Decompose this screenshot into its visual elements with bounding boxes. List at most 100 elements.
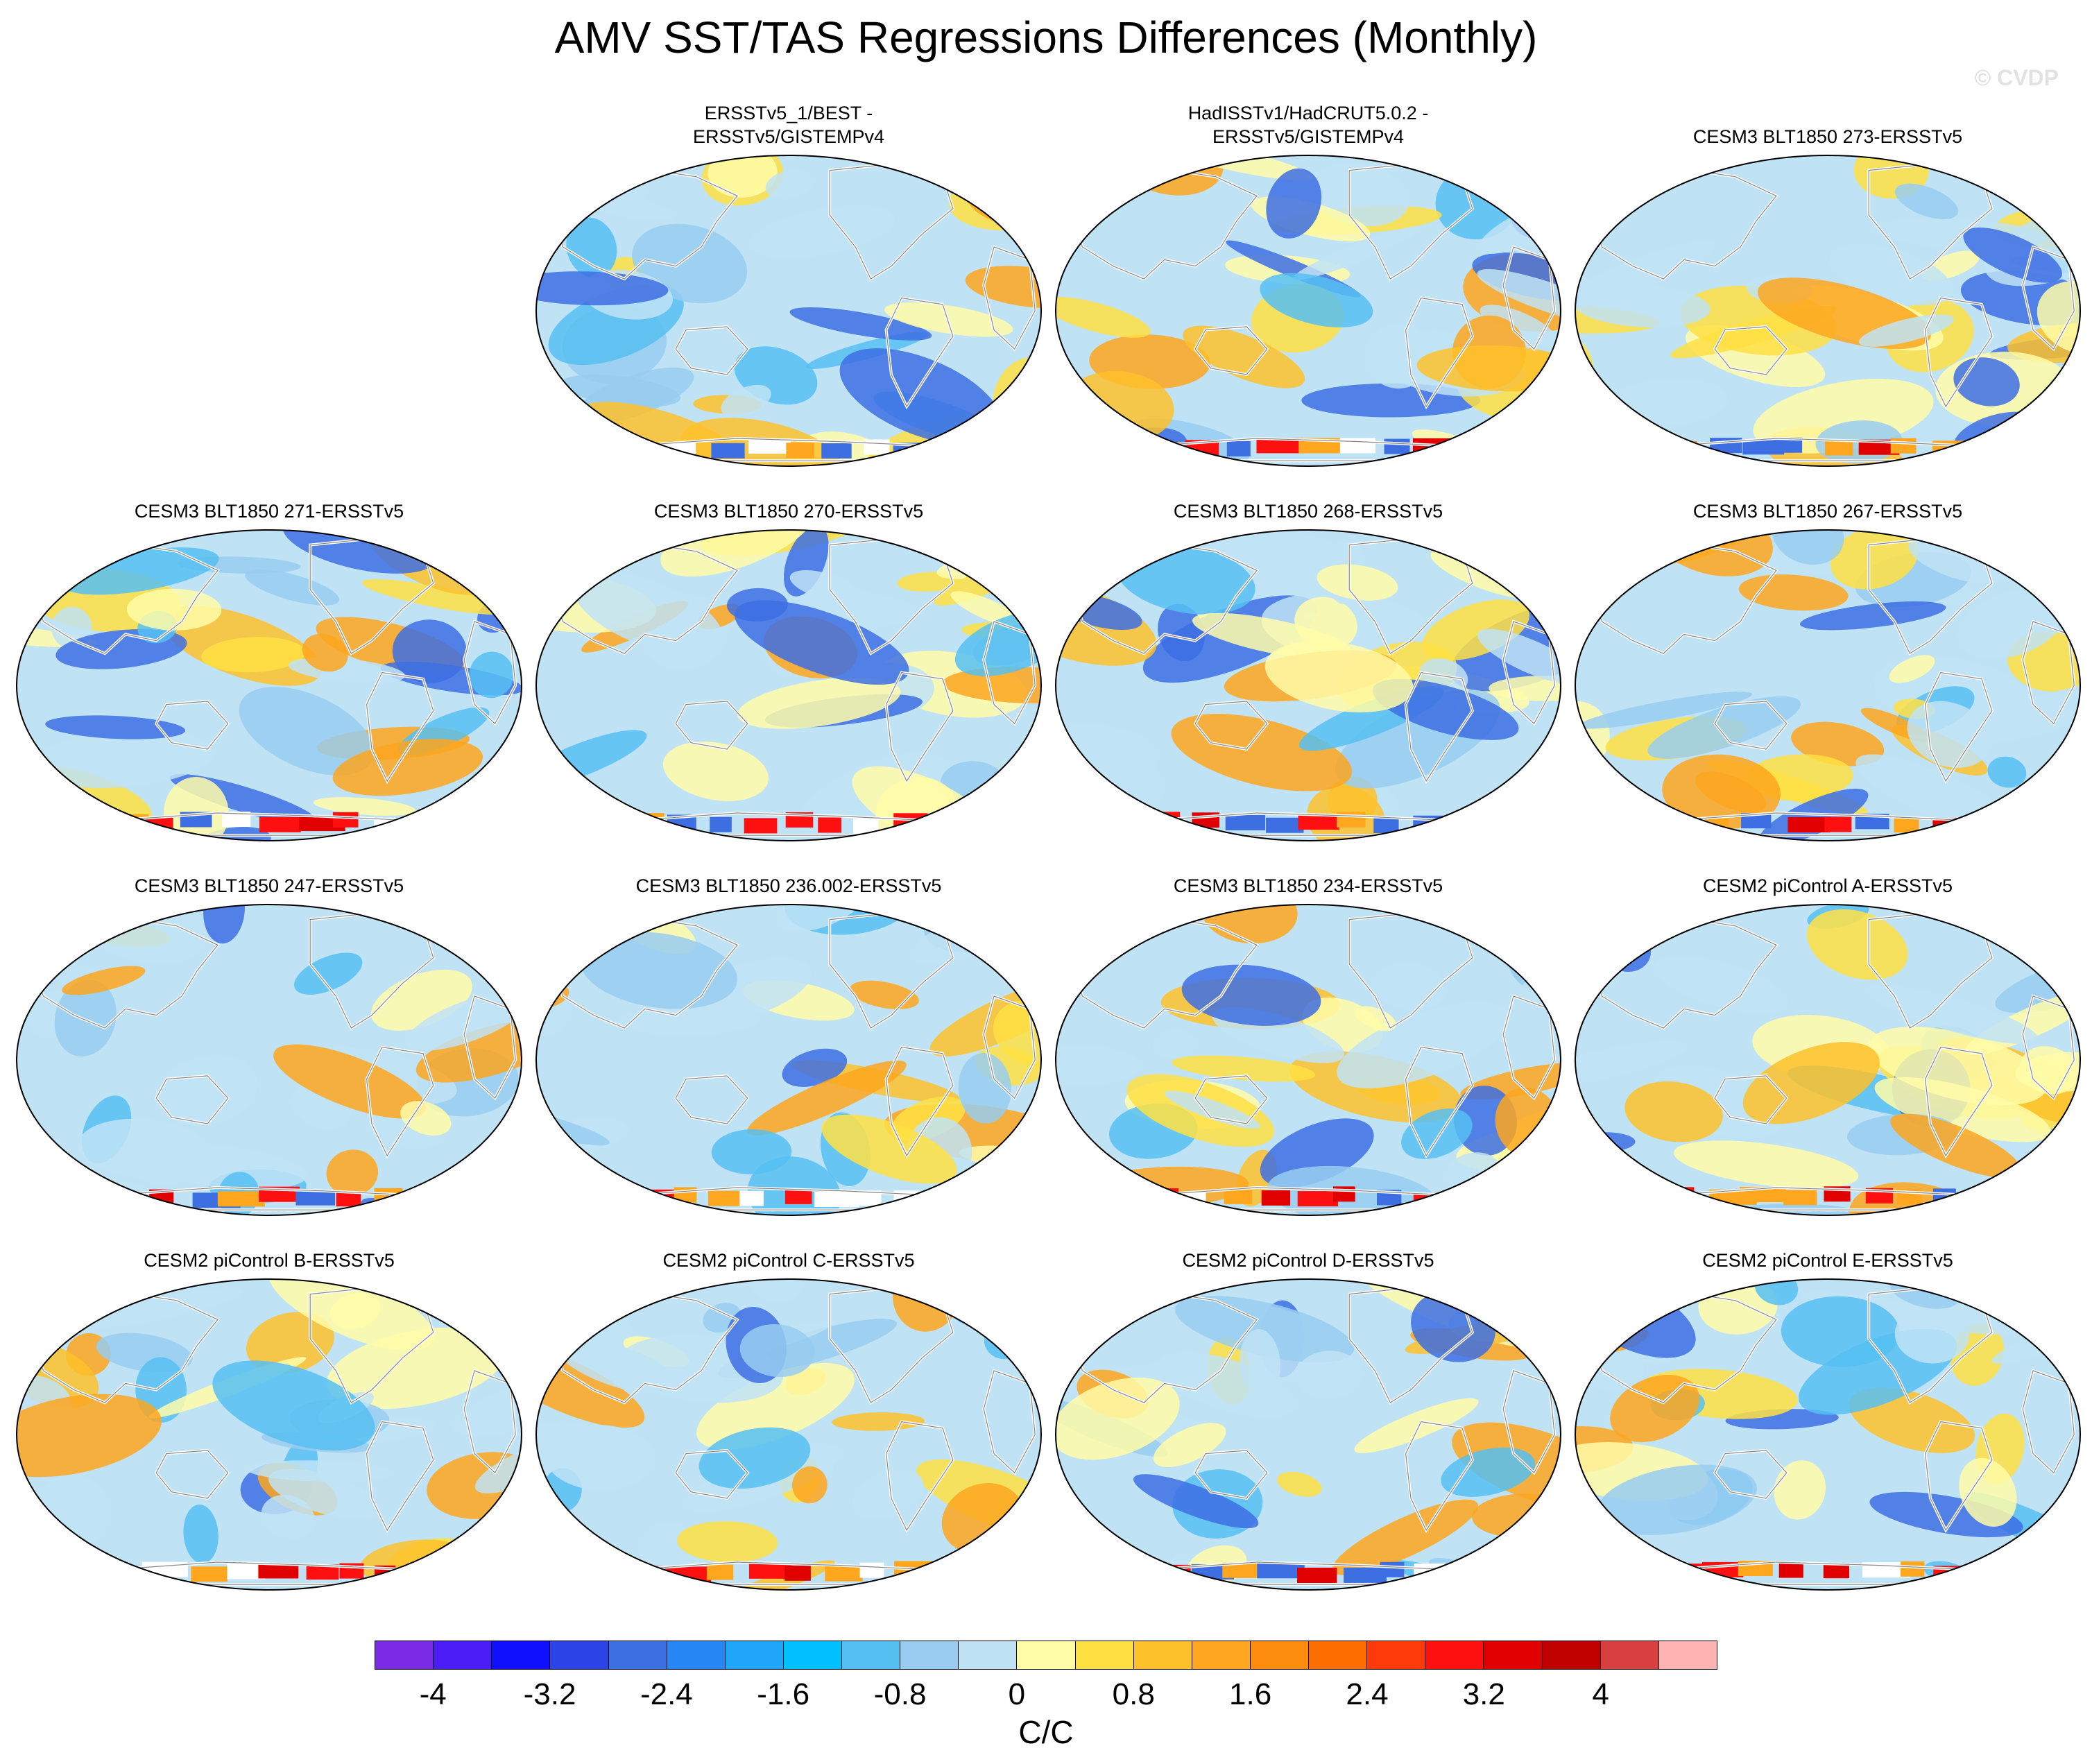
regression-field bbox=[17, 905, 522, 1215]
map-panel: CESM2 piControl E-ERSSTv5 bbox=[1571, 1222, 2084, 1611]
world-map bbox=[535, 155, 1042, 467]
colorbar-swatch bbox=[1367, 1641, 1426, 1669]
world-map bbox=[16, 1278, 522, 1591]
panel-title-line: HadISSTv1/HadCRUT5.0.2 - bbox=[1188, 103, 1429, 123]
colorbar-tick-label: -0.8 bbox=[873, 1677, 927, 1711]
colorbar-swatch bbox=[842, 1641, 901, 1669]
colorbar-swatch bbox=[492, 1641, 551, 1669]
map-border bbox=[535, 155, 1042, 467]
panel-title: HadISSTv1/HadCRUT5.0.2 - ERSSTv5/GISTEMPv… bbox=[1052, 99, 1565, 148]
colorbar-swatch bbox=[1250, 1641, 1309, 1669]
panel-title: CESM2 piControl D-ERSSTv5 bbox=[1052, 1222, 1565, 1272]
map-panel: CESM3 BLT1850 236.002-ERSSTv5 bbox=[532, 848, 1045, 1236]
colorbar-swatch bbox=[783, 1641, 842, 1669]
panel-title-line: CESM3 BLT1850 236.002-ERSSTv5 bbox=[635, 875, 942, 896]
world-map bbox=[16, 529, 522, 841]
map-border bbox=[1575, 904, 2081, 1216]
cvdp-watermark: © CVDP bbox=[1974, 65, 2059, 90]
map-border bbox=[535, 529, 1042, 841]
regression-field bbox=[536, 1279, 1041, 1590]
panel-title: ERSSTv5_1/BEST - ERSSTv5/GISTEMPv4 bbox=[532, 99, 1045, 148]
map-panel: CESM2 piControl C-ERSSTv5 bbox=[532, 1222, 1045, 1611]
panel-title-line: CESM3 BLT1850 234-ERSSTv5 bbox=[1173, 875, 1443, 896]
regression-field bbox=[1575, 905, 2080, 1215]
colorbar-swatch bbox=[1133, 1641, 1192, 1669]
colorbar-tick-label: 3.2 bbox=[1462, 1677, 1505, 1711]
world-map bbox=[1055, 529, 1561, 841]
map-panel: ERSSTv5_1/BEST - ERSSTv5/GISTEMPv4 bbox=[532, 99, 1045, 487]
colorbar-swatch bbox=[1484, 1641, 1543, 1669]
regression-field bbox=[1056, 905, 1561, 1215]
map-border bbox=[16, 1278, 522, 1591]
colorbar-units: C/C bbox=[1018, 1714, 1074, 1750]
world-map bbox=[1575, 529, 2081, 841]
map-panel: HadISSTv1/HadCRUT5.0.2 - ERSSTv5/GISTEMPv… bbox=[1052, 99, 1565, 487]
map-panel: CESM2 piControl A-ERSSTv5 bbox=[1571, 848, 2084, 1236]
map-panel: CESM2 piControl B-ERSSTv5 bbox=[12, 1222, 526, 1611]
regression-field bbox=[1575, 530, 2080, 841]
colorbar-tick-label: 4 bbox=[1592, 1677, 1609, 1711]
map-panel: CESM3 BLT1850 267-ERSSTv5 bbox=[1571, 473, 2084, 862]
colorbar-tick-label: 2.4 bbox=[1346, 1677, 1389, 1711]
panel-title: CESM2 piControl A-ERSSTv5 bbox=[1571, 848, 2084, 898]
world-map bbox=[1575, 1278, 2081, 1591]
map-border bbox=[1055, 904, 1561, 1216]
world-map bbox=[16, 904, 522, 1216]
colorbar-swatch bbox=[434, 1641, 492, 1669]
figure-title: AMV SST/TAS Regressions Differences (Mon… bbox=[554, 12, 1538, 62]
colorbar-swatch bbox=[1542, 1641, 1601, 1669]
panel-title-line: CESM3 BLT1850 267-ERSSTv5 bbox=[1692, 501, 1963, 522]
map-border bbox=[1055, 155, 1561, 467]
map-border bbox=[16, 529, 522, 841]
world-map bbox=[535, 529, 1042, 841]
panel-title: CESM2 piControl E-ERSSTv5 bbox=[1571, 1222, 2084, 1272]
regression-field bbox=[1056, 1279, 1561, 1590]
panel-title-line: CESM3 BLT1850 268-ERSSTv5 bbox=[1173, 501, 1443, 522]
colorbar-tick-label: -1.6 bbox=[757, 1677, 810, 1711]
colorbar-swatch bbox=[1600, 1641, 1659, 1669]
panel-title-line: CESM3 BLT1850 247-ERSSTv5 bbox=[134, 875, 404, 896]
regression-field bbox=[17, 1279, 522, 1590]
map-border bbox=[1575, 529, 2081, 841]
map-panel: CESM3 BLT1850 271-ERSSTv5 bbox=[12, 473, 526, 862]
colorbar-swatch bbox=[667, 1641, 726, 1669]
panel-title-line: ERSSTv5_1/BEST - bbox=[704, 103, 873, 123]
regression-field bbox=[536, 905, 1041, 1215]
colorbar-swatch bbox=[1658, 1641, 1717, 1669]
colorbar-swatch bbox=[959, 1641, 1018, 1669]
map-panel: CESM3 BLT1850 234-ERSSTv5 bbox=[1052, 848, 1565, 1236]
colorbar-swatch bbox=[1017, 1641, 1076, 1669]
map-panel: CESM3 BLT1850 270-ERSSTv5 bbox=[532, 473, 1045, 862]
panel-title: CESM3 BLT1850 267-ERSSTv5 bbox=[1571, 473, 2084, 523]
world-map bbox=[1055, 904, 1561, 1216]
colorbar bbox=[375, 1641, 1717, 1670]
colorbar-swatch bbox=[900, 1641, 959, 1669]
regression-field bbox=[1056, 530, 1561, 841]
regression-field bbox=[17, 530, 522, 841]
world-map bbox=[1575, 904, 2081, 1216]
panel-title: CESM2 piControl C-ERSSTv5 bbox=[532, 1222, 1045, 1272]
panel-title: CESM3 BLT1850 234-ERSSTv5 bbox=[1052, 848, 1565, 898]
colorbar-tick-label: -2.4 bbox=[640, 1677, 693, 1711]
regression-field bbox=[1056, 155, 1561, 466]
panel-title-line: CESM2 piControl D-ERSSTv5 bbox=[1182, 1250, 1434, 1271]
colorbar-swatch bbox=[1075, 1641, 1134, 1669]
map-border bbox=[1055, 1278, 1561, 1591]
colorbar-swatch bbox=[725, 1641, 784, 1669]
map-border bbox=[535, 904, 1042, 1216]
panel-title: CESM2 piControl B-ERSSTv5 bbox=[12, 1222, 526, 1272]
world-map bbox=[1575, 155, 2081, 467]
panel-title: CESM3 BLT1850 247-ERSSTv5 bbox=[12, 848, 526, 898]
colorbar-tick-label: -4 bbox=[419, 1677, 447, 1711]
colorbar-swatch bbox=[375, 1641, 434, 1669]
panel-title-line: CESM2 piControl C-ERSSTv5 bbox=[662, 1250, 915, 1271]
map-border bbox=[535, 1278, 1042, 1591]
map-border bbox=[1575, 1278, 2081, 1591]
panel-title-line: CESM2 piControl A-ERSSTv5 bbox=[1702, 875, 1953, 896]
colorbar-swatch bbox=[608, 1641, 667, 1669]
world-map bbox=[1055, 155, 1561, 467]
panel-title-line: ERSSTv5/GISTEMPv4 bbox=[692, 126, 885, 147]
colorbar-tick-label: 0.8 bbox=[1112, 1677, 1155, 1711]
panel-title-line: ERSSTv5/GISTEMPv4 bbox=[1212, 126, 1405, 147]
map-panel: CESM3 BLT1850 268-ERSSTv5 bbox=[1052, 473, 1565, 862]
